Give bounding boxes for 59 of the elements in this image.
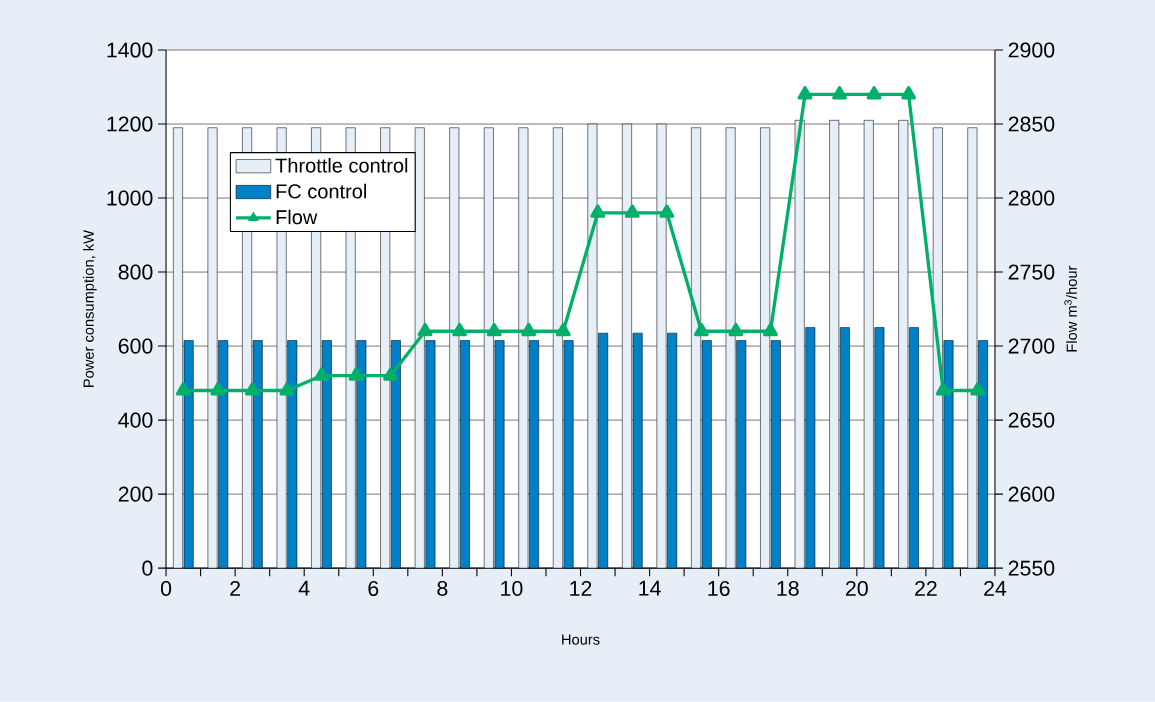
point bbox=[244, 382, 260, 396]
y-tick-label: 1000 bbox=[107, 190, 153, 206]
point bbox=[175, 382, 191, 396]
point bbox=[452, 323, 468, 337]
x-tick-label: 2 bbox=[230, 581, 240, 597]
x-tick-label: 12 bbox=[570, 581, 592, 597]
y2-tick-label: 2600 bbox=[1008, 486, 1055, 502]
point bbox=[693, 323, 709, 337]
y2-axis-title: Flow m$^{3}$/hour bbox=[1064, 266, 1077, 352]
y-tick-label: 0 bbox=[142, 560, 153, 576]
point bbox=[935, 382, 951, 396]
legend-label: FC control bbox=[276, 184, 366, 199]
legend-label: Flow bbox=[276, 209, 318, 225]
y-tick-label: 600 bbox=[118, 338, 153, 354]
y-tick-label: 400 bbox=[118, 412, 153, 428]
x-tick-label: 4 bbox=[298, 581, 310, 596]
y-tick-label: 800 bbox=[118, 264, 153, 280]
y2-tick-label: 2750 bbox=[1008, 264, 1055, 280]
point bbox=[590, 204, 606, 219]
point bbox=[728, 323, 744, 337]
point bbox=[383, 367, 398, 381]
point bbox=[797, 86, 813, 100]
point bbox=[832, 86, 847, 100]
y-tick-label: 1400 bbox=[107, 42, 153, 58]
point bbox=[348, 367, 364, 381]
point bbox=[417, 323, 433, 337]
x-tick-label: 6 bbox=[368, 581, 379, 597]
x-tick-label: 24 bbox=[984, 581, 1007, 597]
point bbox=[521, 323, 537, 337]
point bbox=[314, 367, 329, 381]
y2-tick-label: 2650 bbox=[1008, 412, 1055, 428]
y-tick-label: 1200 bbox=[107, 116, 153, 132]
legend-label: Throttle control bbox=[275, 158, 408, 173]
x-tick-label: 20 bbox=[846, 581, 868, 597]
point bbox=[279, 382, 295, 396]
point bbox=[659, 204, 675, 219]
y2-tick-label: 2900 bbox=[1008, 42, 1055, 58]
y-axis-title: Power consumption, kW bbox=[83, 230, 97, 388]
x-tick-label: 18 bbox=[777, 581, 799, 597]
point bbox=[624, 204, 640, 219]
point bbox=[901, 86, 917, 100]
x-tick-label: 16 bbox=[708, 581, 730, 597]
point bbox=[555, 323, 571, 337]
y-tick-label: 200 bbox=[118, 486, 153, 502]
y2-tick-label: 2700 bbox=[1008, 338, 1055, 354]
y2-tick-label: 2550 bbox=[1008, 560, 1055, 576]
point bbox=[210, 382, 226, 396]
x-tick-label: 22 bbox=[915, 581, 937, 597]
point bbox=[866, 86, 882, 100]
y2-tick-label: 2850 bbox=[1008, 116, 1055, 132]
x-tick-label: 8 bbox=[437, 581, 448, 597]
x-tick-label: 10 bbox=[501, 581, 523, 597]
point bbox=[763, 323, 778, 337]
x-axis-title: Hours bbox=[562, 634, 600, 645]
x-tick-label: 0 bbox=[160, 581, 172, 597]
x-tick-label: 14 bbox=[639, 581, 661, 596]
point bbox=[486, 323, 502, 337]
point bbox=[970, 382, 986, 396]
y2-tick-label: 2800 bbox=[1008, 190, 1055, 206]
